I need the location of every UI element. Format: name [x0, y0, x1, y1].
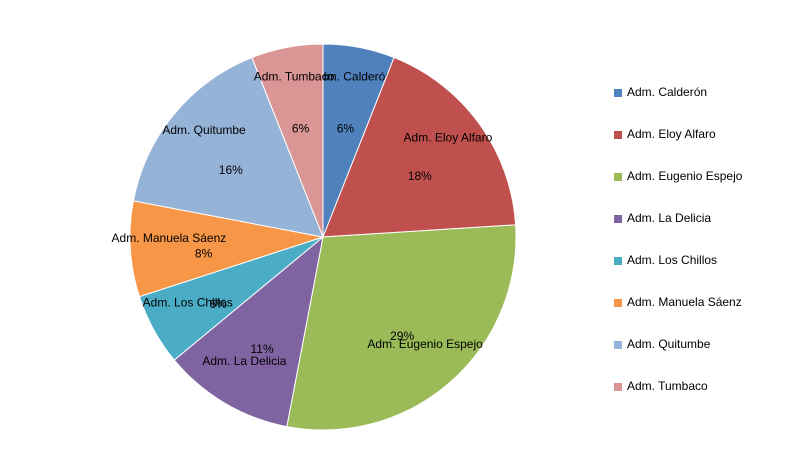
- legend-label: Adm. Eloy Alfaro: [627, 127, 716, 141]
- legend-label: Adm. La Delicia: [627, 211, 711, 225]
- pie-slice: [286, 224, 517, 431]
- legend-swatch: [614, 257, 622, 265]
- slice-name-label: Adm. Eugenio Espejo: [367, 337, 483, 351]
- legend-swatch: [614, 341, 622, 349]
- legend-label: Adm. Manuela Sáenz: [627, 295, 742, 309]
- legend-label: Adm. Calderón: [627, 85, 707, 99]
- data-label: 6%: [337, 122, 355, 136]
- data-label: 6%: [292, 122, 310, 136]
- slice-name-label: Adm. Calderón: [312, 70, 392, 84]
- data-label: 16%: [219, 163, 243, 177]
- legend-label: Adm. Tumbaco: [627, 379, 708, 393]
- legend-label: Adm. Eugenio Espejo: [627, 169, 743, 183]
- data-label: 18%: [408, 169, 432, 183]
- data-label: 29%: [390, 329, 414, 343]
- legend-swatch: [614, 383, 622, 391]
- data-label: 11%: [251, 342, 274, 356]
- data-label: 8%: [195, 247, 213, 261]
- legend-swatch: [614, 89, 622, 97]
- pie-slice: [129, 200, 324, 298]
- slice-name-label: Adm. Quitumbe: [162, 123, 246, 137]
- legend-swatch: [614, 173, 622, 181]
- slice-name-label: Adm. La Delicia: [202, 354, 286, 368]
- pie-slice: [251, 43, 324, 238]
- slice-name-label: Adm. Tumbaco: [254, 70, 335, 84]
- legend-swatch: [614, 299, 622, 307]
- slice-name-label: Adm. Eloy Alfaro: [404, 130, 493, 144]
- data-label: 6%: [209, 297, 227, 311]
- pie-slice: [322, 56, 517, 238]
- legend-label: Adm. Los Chillos: [627, 253, 717, 267]
- slice-name-label: Adm. Manuela Sáenz: [112, 231, 227, 245]
- pie-slice: [132, 56, 324, 238]
- pie-slice: [173, 235, 324, 428]
- legend-swatch: [614, 131, 622, 139]
- legend-swatch: [614, 215, 622, 223]
- legend-label: Adm. Quitumbe: [627, 337, 711, 351]
- slice-name-label: Adm. Los Chillos: [143, 296, 233, 310]
